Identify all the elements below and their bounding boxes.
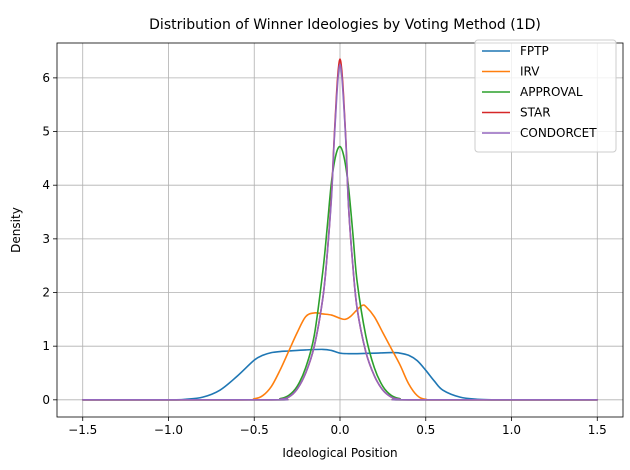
y-tick-label: 0 bbox=[42, 393, 50, 407]
series-line-fptp bbox=[81, 348, 599, 401]
y-tick-label: 5 bbox=[42, 125, 50, 139]
series-line-approval bbox=[81, 145, 599, 401]
y-tick-label: 2 bbox=[42, 286, 50, 300]
legend-label-fptp: FPTP bbox=[520, 44, 549, 58]
legend-label-irv: IRV bbox=[520, 65, 540, 79]
x-tick-label: −0.5 bbox=[240, 423, 269, 437]
y-tick-label: 1 bbox=[42, 339, 50, 353]
legend-box bbox=[474, 39, 617, 153]
axis-ticks: −1.5 −1.0 −0.5 0.0 0.5 1.0 1.5 0 1 2 3 4 5 6 bbox=[42, 71, 606, 437]
x-tick-label: −1.5 bbox=[68, 423, 97, 437]
legend-label-star: STAR bbox=[520, 106, 551, 120]
legend-label-condorcet: CONDORCET bbox=[520, 126, 597, 140]
y-tick-label: 6 bbox=[42, 71, 50, 85]
series-line-irv bbox=[81, 304, 599, 401]
x-tick-label: 0.0 bbox=[330, 423, 349, 437]
x-axis-title: Ideological Position bbox=[282, 446, 397, 460]
x-tick-label: −1.0 bbox=[154, 423, 183, 437]
series-line-condorcet bbox=[81, 63, 599, 401]
series-lines bbox=[81, 58, 599, 401]
legend: FPTP IRV APPROVAL STAR CONDORCET bbox=[474, 39, 617, 153]
y-axis-title: Density bbox=[9, 207, 23, 253]
y-tick-label: 4 bbox=[42, 178, 50, 192]
x-tick-label: 1.0 bbox=[502, 423, 521, 437]
x-tick-label: 0.5 bbox=[416, 423, 435, 437]
x-tick-label: 1.5 bbox=[588, 423, 607, 437]
chart-title: Distribution of Winner Ideologies by Vot… bbox=[149, 17, 541, 33]
y-tick-label: 3 bbox=[42, 232, 50, 246]
legend-label-approval: APPROVAL bbox=[520, 85, 583, 99]
